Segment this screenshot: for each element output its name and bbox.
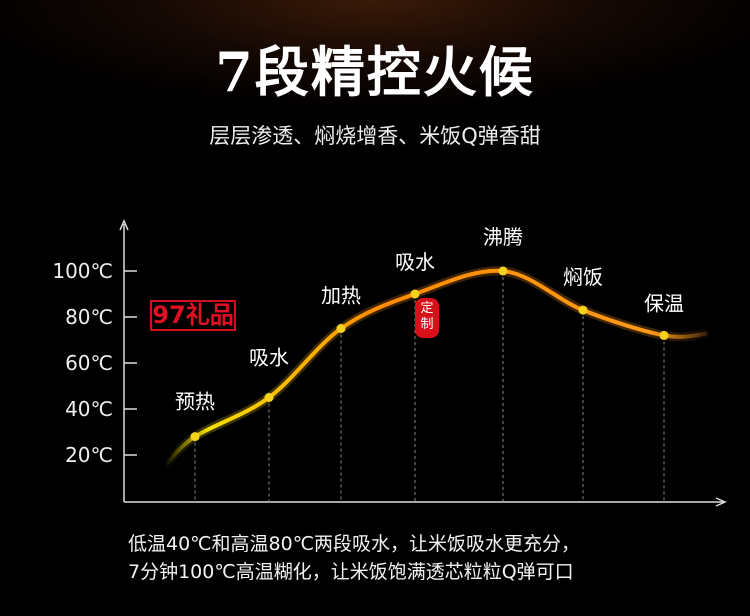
top-glow — [0, 0, 750, 140]
data-point — [659, 330, 669, 340]
watermark-logo: 97礼品 — [150, 300, 236, 331]
seal-text: 定制 — [420, 301, 434, 332]
y-axis-arrow-icon — [119, 219, 129, 231]
y-tick-label: 40℃ — [65, 397, 113, 421]
stage-label: 吸水 — [249, 346, 289, 370]
footer-line-2: 7分钟100℃高温糊化，让米饭饱满透芯粒粒Q弹可口 — [128, 561, 574, 583]
stage-label: 沸腾 — [483, 225, 523, 249]
y-tick-label: 20℃ — [65, 443, 113, 467]
data-point — [190, 432, 200, 442]
x-axis-arrow-icon — [715, 497, 727, 507]
watermark-seal: 定制 — [415, 298, 439, 338]
y-tick-label: 60℃ — [65, 351, 113, 375]
stage-label: 焖饭 — [563, 265, 603, 289]
data-point — [264, 393, 274, 402]
data-point — [498, 266, 508, 276]
stage-label: 预热 — [175, 390, 215, 414]
page-title: 7段精控火候 — [215, 40, 535, 104]
footer-text: 低温40℃和高温80℃两段吸水，让米饭吸水更充分， 7分钟100℃高温糊化，让米… — [128, 530, 580, 586]
data-point — [410, 289, 420, 299]
y-tick-label: 80℃ — [65, 305, 113, 329]
data-point — [336, 324, 346, 333]
page-subtitle: 层层渗透、焖烧增香、米饭Q弹香甜 — [209, 124, 541, 148]
footer-line-1: 低温40℃和高温80℃两段吸水，让米饭吸水更充分， — [128, 533, 581, 555]
stage-label: 吸水 — [395, 250, 435, 274]
y-tick-label: 100℃ — [52, 259, 113, 283]
stage-label: 保温 — [644, 291, 684, 315]
data-point — [578, 305, 588, 315]
stage-label: 加热 — [321, 284, 361, 308]
